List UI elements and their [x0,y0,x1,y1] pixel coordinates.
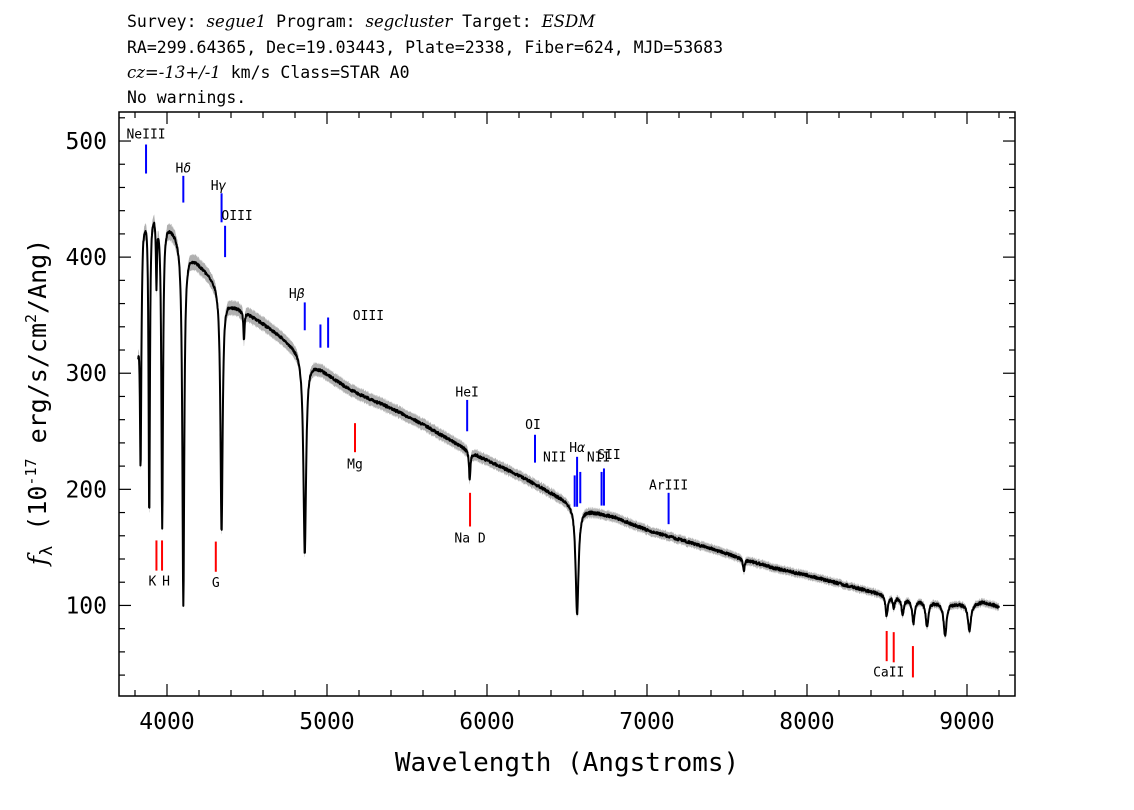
survey-label: Survey: [127,12,207,31]
line-label: NeIII [126,128,165,143]
x-axis-label: Wavelength (Angstroms) [395,748,739,778]
header-line-2: RA=299.64365, Dec=19.03443, Plate=2338, … [127,38,724,57]
line-label: H [162,575,170,590]
line-label: OIII [221,209,252,224]
line-label: Hγ [211,179,227,194]
line-label: Na D [454,532,485,547]
line-label: Hα [569,441,585,456]
y-tick-label: 300 [65,361,107,387]
line-label: SII [597,448,620,463]
x-tick-label: 7000 [619,709,674,735]
x-tick-label: 8000 [779,709,834,735]
target-value: ESDM [541,12,596,31]
line-label: OI [525,418,541,433]
header-line-3: cz=-13+/-1 km/s Class=STAR A0 [127,63,410,83]
line-label: NII [587,450,610,465]
y-tick-label: 200 [65,477,107,503]
target-label: Target: [452,12,542,31]
line-label: OIII [353,309,384,324]
line-label: Hβ [289,287,305,302]
line-label: CaII [873,665,904,680]
y-axis-label: fλ (10-17 erg/s/cm2/Ang) [22,239,57,568]
y-tick-label: 400 [65,245,107,271]
header-line-1: Survey: segue1 Program: segcluster Targe… [127,12,595,32]
line-label: HeI [455,385,478,400]
line-label: G [212,576,220,591]
plot-frame [118,111,1016,697]
x-tick-label: 9000 [939,709,994,735]
y-tick-label: 500 [65,129,107,155]
x-tick-label: 4000 [139,709,194,735]
line-label: ArIII [649,478,688,493]
x-tick-label: 6000 [459,709,514,735]
program-value: segcluster [365,12,453,31]
spectrum-line [137,221,1000,637]
program-label: Program: [266,12,366,31]
header-line-4: No warnings. [127,88,247,107]
class-text: km/s Class=STAR A0 [220,63,410,82]
x-tick-label: 5000 [299,709,354,735]
line-label: K [149,575,157,590]
line-label: Mg [347,457,363,472]
line-label: Hδ [175,161,191,176]
redshift-value: cz=-13+/-1 [127,63,221,82]
y-tick-label: 100 [65,593,107,619]
error-band [138,214,999,640]
survey-value: segue1 [206,12,267,31]
line-label: NII [543,450,566,465]
